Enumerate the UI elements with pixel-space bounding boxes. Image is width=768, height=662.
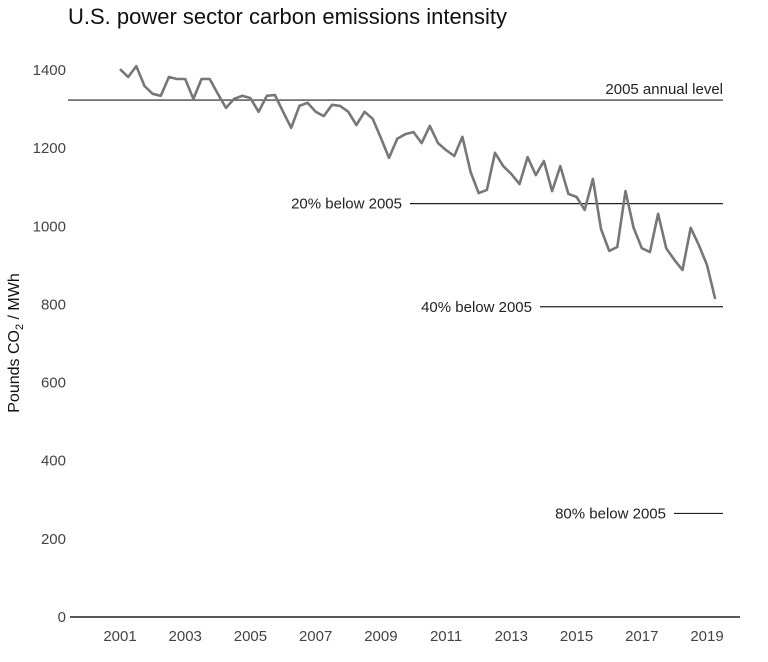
x-tick-label: 2015 — [560, 628, 593, 645]
y-axis-label-main: Pounds CO — [6, 330, 23, 413]
x-tick-label: 2007 — [299, 628, 332, 645]
reference-line-label: 20% below 2005 — [291, 196, 402, 213]
series-line — [119, 64, 717, 300]
x-tick-label: 2017 — [625, 628, 658, 645]
y-tick-label: 0 — [58, 609, 66, 626]
x-tick-label: 2013 — [495, 628, 528, 645]
x-tick-label: 2009 — [364, 628, 397, 645]
chart-title: U.S. power sector carbon emissions inten… — [68, 4, 507, 29]
x-tick-label: 2001 — [103, 628, 136, 645]
x-tick-label: 2019 — [690, 628, 723, 645]
reference-line-label: 80% below 2005 — [555, 505, 666, 522]
y-axis-label-suffix: / MWh — [6, 273, 23, 324]
x-tick-label: 2005 — [234, 628, 267, 645]
y-tick-label: 1400 — [33, 62, 66, 79]
y-axis-label-sub: 2 — [14, 324, 26, 330]
y-tick-label: 1000 — [33, 218, 66, 235]
x-tick-label: 2011 — [430, 628, 462, 645]
y-axis-label: Pounds CO2 / MWh — [6, 273, 26, 413]
x-tick-label: 2003 — [169, 628, 202, 645]
reference-line-label: 40% below 2005 — [421, 299, 532, 316]
y-tick-label: 600 — [41, 375, 66, 392]
y-tick-label: 200 — [41, 531, 66, 548]
y-tick-label: 400 — [41, 453, 66, 470]
y-tick-label: 800 — [41, 296, 66, 313]
y-tick-label: 1200 — [33, 140, 66, 157]
reference-line-label: 2005 annual level — [605, 81, 723, 98]
